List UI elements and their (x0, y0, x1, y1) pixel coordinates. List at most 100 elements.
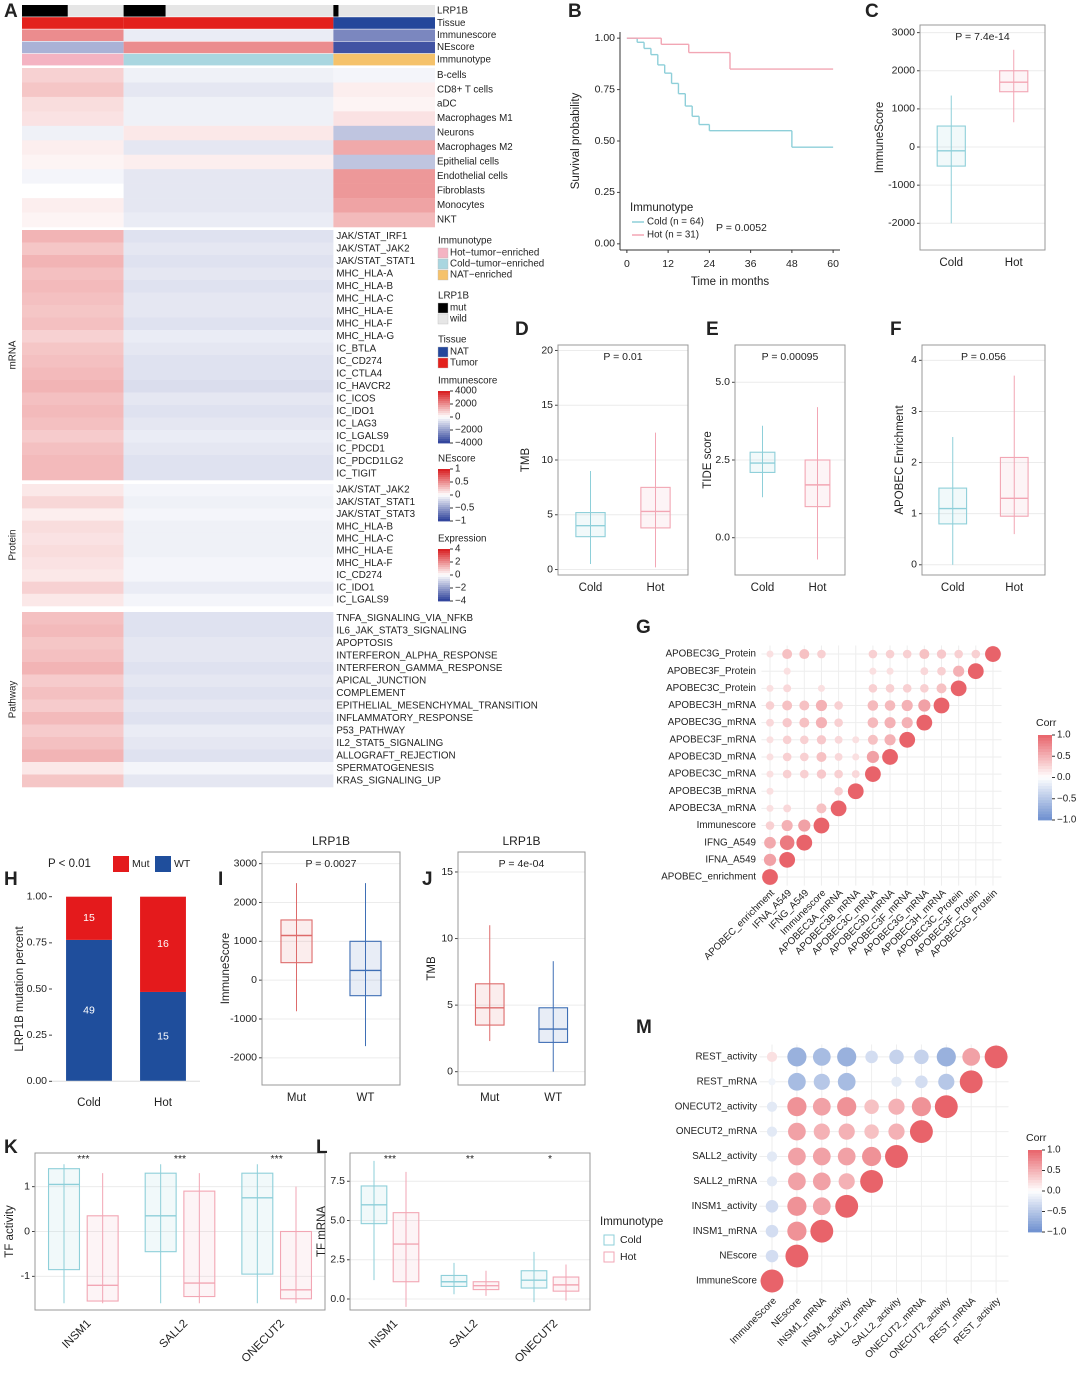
y-tick-label: 0 (24, 1225, 30, 1237)
corr-dot (766, 1176, 778, 1187)
panel-title: LRP1B (312, 834, 350, 848)
heatmap-cell (333, 169, 435, 184)
corr-dot (962, 1048, 981, 1066)
legend-label: NAT−enriched (450, 270, 512, 281)
y-tick-label: 5 (447, 999, 453, 1011)
corr-dot (766, 787, 774, 795)
heatmap-cell (22, 267, 124, 281)
colorbar-slice (1028, 1204, 1042, 1208)
row-label: APOBEC3A_mRNA (669, 803, 757, 814)
colorbar-slice (438, 429, 450, 432)
corr-dot (885, 1145, 908, 1168)
heatmap-cell (333, 140, 435, 156)
box (936, 125, 966, 167)
row-label: APOBEC3F_mRNA (669, 734, 756, 745)
corr-dot (868, 649, 878, 659)
row-label: MHC_HLA-F (336, 558, 392, 569)
annotation-label: Immunescore (437, 30, 497, 41)
y-tick-label: 3 (911, 405, 917, 417)
corr-dot (796, 834, 813, 851)
heatmap-cell (123, 330, 334, 343)
colorbar-slice (1028, 1177, 1042, 1181)
corr-dot (837, 1047, 857, 1067)
heatmap-cell (22, 342, 124, 356)
colorbar-slice (1028, 1196, 1042, 1200)
colorbar-slice (438, 431, 450, 434)
colorbar-slice (438, 513, 450, 516)
bar-label: 15 (157, 1030, 169, 1042)
box (474, 983, 505, 1026)
colorbar-slice (438, 563, 450, 566)
y-tick-label: 1000 (892, 103, 916, 115)
colorbar-label: 0.5 (455, 477, 469, 488)
annotation-cell (123, 29, 334, 41)
corr-dot (766, 1151, 778, 1162)
row-label: INSM1_mRNA (693, 1226, 758, 1237)
corr-dot (816, 751, 827, 762)
corr-dot (782, 649, 793, 660)
corr-dot (766, 1051, 778, 1063)
significance: *** (174, 1153, 186, 1165)
significance: *** (77, 1153, 89, 1165)
corr-dot (765, 1249, 779, 1263)
row-label: JAK/STAT_IRF1 (336, 231, 407, 242)
row-label: Fibroblasts (437, 185, 485, 196)
corr-dot (812, 1197, 831, 1216)
colorbar-slice (1038, 788, 1052, 793)
colorbar-slice (438, 423, 450, 426)
y-tick-label: 0.00 (27, 1075, 48, 1087)
corr-dot (916, 714, 933, 731)
heatmap-cell (22, 442, 124, 456)
box (749, 451, 776, 473)
heatmap-cell (123, 724, 334, 738)
legend-swatch (113, 856, 129, 872)
colorbar-label: 0 (455, 412, 461, 423)
legend-label: Hot (620, 1251, 636, 1263)
box (183, 1190, 216, 1298)
corr-dot (920, 667, 929, 676)
row-label: APOBEC3G_mRNA (668, 717, 757, 728)
row-label: JAK/STAT_JAK2 (336, 485, 409, 496)
heatmap-cell (123, 467, 334, 481)
heatmap-cell (123, 762, 334, 775)
x-tick-label: Cold (579, 582, 603, 594)
corr-dot (765, 1224, 779, 1238)
x-tick-label: 60 (827, 258, 839, 270)
legend-title: Corr (1036, 717, 1057, 729)
row-label: IC_TIGIT (336, 468, 376, 479)
colorbar-slice (438, 489, 450, 492)
bar-label: 49 (83, 1004, 95, 1016)
y-tick-label: 2.5 (715, 454, 730, 466)
corr-dot (909, 1120, 933, 1144)
colorbar-slice (1038, 757, 1052, 761)
heatmap-cell (123, 612, 334, 625)
heatmap-cell (22, 392, 124, 406)
row-label: APOBEC3C_mRNA (668, 769, 756, 780)
corr-dot (884, 717, 896, 729)
colorbar-slice (1038, 743, 1052, 747)
x-tick-label: 24 (704, 258, 716, 270)
colorbar-slice (1038, 777, 1052, 781)
box (47, 1168, 81, 1271)
row-label: APOPTOSIS (336, 638, 393, 649)
colorbar-slice (438, 573, 450, 576)
heatmap-cell (22, 612, 124, 625)
corr-dot (920, 684, 929, 693)
corr-dot (782, 769, 792, 779)
row-label: APOBEC3C_Protein (666, 683, 756, 694)
colorbar-slice (438, 561, 450, 564)
colorbar-slice (438, 575, 450, 578)
corr-dot (760, 1269, 784, 1293)
heatmap-cell (22, 712, 124, 725)
heatmap-cell (123, 292, 334, 306)
y-tick-label: 15 (441, 866, 453, 878)
y-tick-label: 3000 (892, 26, 916, 38)
colorbar-slice (438, 409, 450, 412)
y-tick-label: -1000 (230, 1013, 257, 1025)
corr-dot (985, 646, 1001, 662)
colorbar-label: 1.0 (1047, 1145, 1061, 1156)
colorbar-slice (438, 565, 450, 568)
row-label: B-cells (437, 70, 466, 81)
annotation-cell (123, 5, 334, 17)
row-label: MHC_HLA-F (336, 318, 392, 329)
